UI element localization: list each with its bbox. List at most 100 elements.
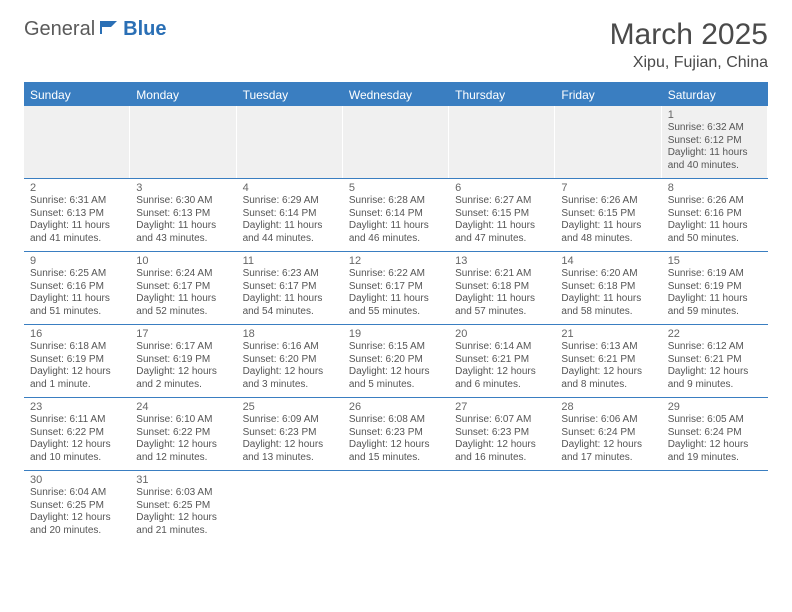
calendar-header-cell: Sunday	[24, 84, 130, 106]
day-info: Sunrise: 6:09 AMSunset: 6:23 PMDaylight:…	[243, 414, 336, 464]
day-number: 22	[668, 328, 761, 340]
calendar-header-cell: Saturday	[662, 84, 768, 106]
calendar-day-cell	[343, 471, 449, 543]
calendar-day-cell: 5Sunrise: 6:28 AMSunset: 6:14 PMDaylight…	[343, 179, 449, 251]
calendar-day-cell	[449, 106, 555, 178]
sunrise-text: Sunrise: 6:06 AM	[561, 414, 654, 427]
sunset-text: Sunset: 6:19 PM	[136, 354, 229, 367]
calendar-day-cell: 25Sunrise: 6:09 AMSunset: 6:23 PMDayligh…	[237, 398, 343, 470]
daylight-text: Daylight: 12 hours and 10 minutes.	[30, 439, 123, 464]
calendar-day-cell: 17Sunrise: 6:17 AMSunset: 6:19 PMDayligh…	[130, 325, 236, 397]
sunrise-text: Sunrise: 6:22 AM	[349, 268, 442, 281]
sunset-text: Sunset: 6:13 PM	[30, 208, 123, 221]
daylight-text: Daylight: 11 hours and 58 minutes.	[561, 293, 654, 318]
day-number: 7	[561, 182, 654, 194]
daylight-text: Daylight: 12 hours and 3 minutes.	[243, 366, 336, 391]
sunrise-text: Sunrise: 6:28 AM	[349, 195, 442, 208]
calendar-header-cell: Thursday	[449, 84, 555, 106]
daylight-text: Daylight: 12 hours and 16 minutes.	[455, 439, 548, 464]
day-number: 27	[455, 401, 548, 413]
day-info: Sunrise: 6:04 AMSunset: 6:25 PMDaylight:…	[30, 487, 123, 537]
sunset-text: Sunset: 6:19 PM	[30, 354, 123, 367]
calendar-day-cell: 29Sunrise: 6:05 AMSunset: 6:24 PMDayligh…	[662, 398, 768, 470]
day-info: Sunrise: 6:25 AMSunset: 6:16 PMDaylight:…	[30, 268, 123, 318]
day-info: Sunrise: 6:12 AMSunset: 6:21 PMDaylight:…	[668, 341, 761, 391]
calendar-header-cell: Monday	[130, 84, 236, 106]
calendar-header-cell: Tuesday	[237, 84, 343, 106]
calendar-day-cell: 12Sunrise: 6:22 AMSunset: 6:17 PMDayligh…	[343, 252, 449, 324]
sunrise-text: Sunrise: 6:26 AM	[668, 195, 761, 208]
sunset-text: Sunset: 6:23 PM	[243, 427, 336, 440]
day-number: 13	[455, 255, 548, 267]
calendar-day-cell	[24, 106, 130, 178]
calendar-header-cell: Friday	[555, 84, 661, 106]
calendar-day-cell: 26Sunrise: 6:08 AMSunset: 6:23 PMDayligh…	[343, 398, 449, 470]
day-number: 14	[561, 255, 654, 267]
sunset-text: Sunset: 6:16 PM	[30, 281, 123, 294]
daylight-text: Daylight: 12 hours and 6 minutes.	[455, 366, 548, 391]
logo-text-blue: Blue	[123, 18, 166, 41]
calendar-day-cell	[662, 471, 768, 543]
calendar-day-cell: 19Sunrise: 6:15 AMSunset: 6:20 PMDayligh…	[343, 325, 449, 397]
sunrise-text: Sunrise: 6:07 AM	[455, 414, 548, 427]
day-info: Sunrise: 6:24 AMSunset: 6:17 PMDaylight:…	[136, 268, 229, 318]
sunset-text: Sunset: 6:22 PM	[30, 427, 123, 440]
day-number: 4	[243, 182, 336, 194]
day-number: 31	[136, 474, 229, 486]
sunrise-text: Sunrise: 6:23 AM	[243, 268, 336, 281]
day-info: Sunrise: 6:29 AMSunset: 6:14 PMDaylight:…	[243, 195, 336, 245]
calendar-day-cell	[555, 106, 661, 178]
day-info: Sunrise: 6:15 AMSunset: 6:20 PMDaylight:…	[349, 341, 442, 391]
page-title: March 2025	[610, 18, 768, 52]
logo-flag-icon	[97, 18, 121, 41]
day-number: 28	[561, 401, 654, 413]
sunset-text: Sunset: 6:15 PM	[561, 208, 654, 221]
day-info: Sunrise: 6:14 AMSunset: 6:21 PMDaylight:…	[455, 341, 548, 391]
sunrise-text: Sunrise: 6:04 AM	[30, 487, 123, 500]
daylight-text: Daylight: 12 hours and 9 minutes.	[668, 366, 761, 391]
sunrise-text: Sunrise: 6:21 AM	[455, 268, 548, 281]
calendar-header-row: SundayMondayTuesdayWednesdayThursdayFrid…	[24, 84, 768, 106]
header: General Blue March 2025 Xipu, Fujian, Ch…	[24, 18, 768, 72]
calendar-day-cell: 4Sunrise: 6:29 AMSunset: 6:14 PMDaylight…	[237, 179, 343, 251]
sunset-text: Sunset: 6:16 PM	[668, 208, 761, 221]
day-info: Sunrise: 6:07 AMSunset: 6:23 PMDaylight:…	[455, 414, 548, 464]
daylight-text: Daylight: 12 hours and 12 minutes.	[136, 439, 229, 464]
daylight-text: Daylight: 11 hours and 48 minutes.	[561, 220, 654, 245]
calendar-day-cell	[237, 106, 343, 178]
sunset-text: Sunset: 6:25 PM	[136, 500, 229, 513]
daylight-text: Daylight: 11 hours and 47 minutes.	[455, 220, 548, 245]
calendar-body: 1Sunrise: 6:32 AMSunset: 6:12 PMDaylight…	[24, 106, 768, 543]
logo-text-general: General	[24, 18, 95, 41]
sunrise-text: Sunrise: 6:16 AM	[243, 341, 336, 354]
calendar-day-cell: 2Sunrise: 6:31 AMSunset: 6:13 PMDaylight…	[24, 179, 130, 251]
day-info: Sunrise: 6:18 AMSunset: 6:19 PMDaylight:…	[30, 341, 123, 391]
calendar-day-cell: 22Sunrise: 6:12 AMSunset: 6:21 PMDayligh…	[662, 325, 768, 397]
day-number: 25	[243, 401, 336, 413]
calendar-day-cell: 7Sunrise: 6:26 AMSunset: 6:15 PMDaylight…	[555, 179, 661, 251]
sunrise-text: Sunrise: 6:17 AM	[136, 341, 229, 354]
day-number: 24	[136, 401, 229, 413]
sunset-text: Sunset: 6:18 PM	[561, 281, 654, 294]
day-info: Sunrise: 6:22 AMSunset: 6:17 PMDaylight:…	[349, 268, 442, 318]
sunrise-text: Sunrise: 6:32 AM	[668, 122, 761, 135]
calendar-day-cell: 8Sunrise: 6:26 AMSunset: 6:16 PMDaylight…	[662, 179, 768, 251]
sunrise-text: Sunrise: 6:15 AM	[349, 341, 442, 354]
calendar-day-cell: 9Sunrise: 6:25 AMSunset: 6:16 PMDaylight…	[24, 252, 130, 324]
day-number: 17	[136, 328, 229, 340]
sunrise-text: Sunrise: 6:29 AM	[243, 195, 336, 208]
sunset-text: Sunset: 6:12 PM	[668, 135, 761, 148]
daylight-text: Daylight: 12 hours and 17 minutes.	[561, 439, 654, 464]
logo: General Blue	[24, 18, 167, 41]
sunrise-text: Sunrise: 6:18 AM	[30, 341, 123, 354]
sunrise-text: Sunrise: 6:24 AM	[136, 268, 229, 281]
day-number: 19	[349, 328, 442, 340]
calendar-day-cell: 11Sunrise: 6:23 AMSunset: 6:17 PMDayligh…	[237, 252, 343, 324]
sunset-text: Sunset: 6:23 PM	[349, 427, 442, 440]
day-info: Sunrise: 6:31 AMSunset: 6:13 PMDaylight:…	[30, 195, 123, 245]
sunset-text: Sunset: 6:15 PM	[455, 208, 548, 221]
day-number: 3	[136, 182, 229, 194]
day-info: Sunrise: 6:23 AMSunset: 6:17 PMDaylight:…	[243, 268, 336, 318]
sunset-text: Sunset: 6:24 PM	[668, 427, 761, 440]
daylight-text: Daylight: 12 hours and 2 minutes.	[136, 366, 229, 391]
